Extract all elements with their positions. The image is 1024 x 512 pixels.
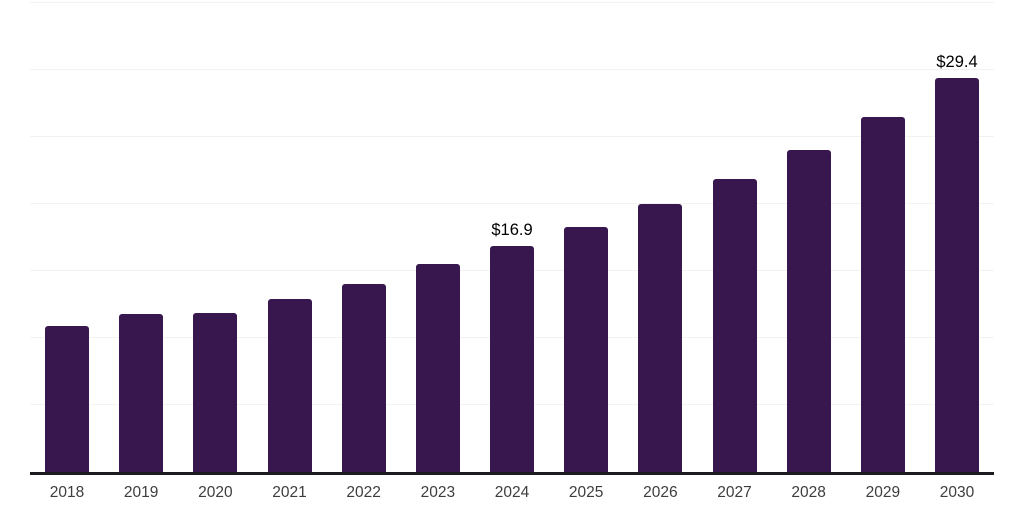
bar-2028 [786, 150, 831, 472]
x-tick-label-2023: 2023 [420, 484, 456, 501]
x-axis-line [30, 472, 994, 475]
bar-value-label-2030: $29.4 [936, 53, 978, 72]
x-tick-label-2027: 2027 [717, 484, 752, 501]
bar-2020 [193, 312, 238, 472]
x-tick-label-2021: 2021 [272, 484, 307, 501]
x-tick-label-2019: 2019 [123, 484, 159, 501]
bar-value-label-2024: $16.9 [491, 220, 533, 239]
x-tick-label-2022: 2022 [346, 484, 381, 501]
x-tick-label-2018: 2018 [49, 484, 85, 501]
gridline-25 [30, 136, 994, 137]
x-tick-label-2029: 2029 [865, 484, 901, 501]
plot-area: $16.9 $29.4 [30, 2, 994, 475]
x-tick-label-2024: 2024 [494, 484, 530, 501]
bar-2018 [45, 325, 89, 472]
bar-2021 [267, 299, 312, 472]
bar-2025 [564, 226, 609, 472]
gridline-30 [30, 69, 994, 70]
x-tick-label-2026: 2026 [643, 484, 678, 501]
bar-2019 [119, 313, 164, 472]
gridline-20 [30, 203, 994, 204]
bar-2029 [860, 116, 905, 472]
bar-2027 [712, 178, 757, 472]
x-tick-label-2030: 2030 [939, 484, 975, 501]
bar-2024 [490, 245, 534, 472]
x-tick-label-2020: 2020 [198, 484, 233, 501]
x-tick-label-2025: 2025 [568, 484, 604, 501]
gridline-35 [30, 2, 994, 3]
bar-2023 [415, 264, 460, 472]
x-tick-label-2028: 2028 [791, 484, 826, 501]
bar-2022 [341, 284, 386, 472]
bar-2030 [935, 78, 979, 472]
bar-2026 [638, 204, 683, 472]
